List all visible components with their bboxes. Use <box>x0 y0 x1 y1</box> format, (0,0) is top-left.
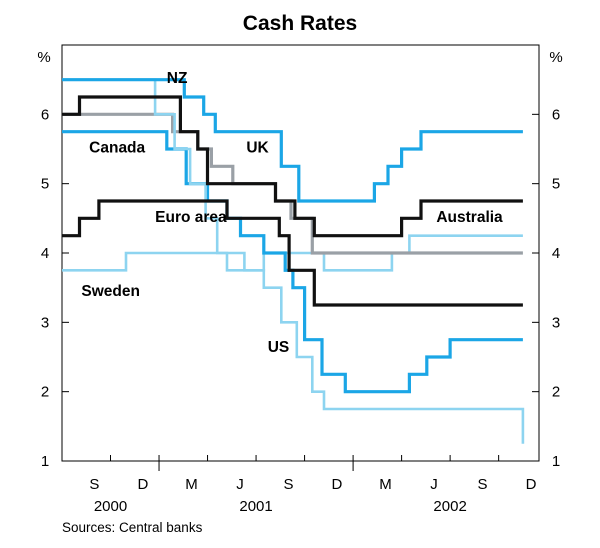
year-label: 2001 <box>239 498 272 515</box>
label-sweden: Sweden <box>81 283 140 300</box>
x-tick-label: D <box>526 476 537 493</box>
y-tick-label-right: 6 <box>552 106 560 123</box>
x-tick-label: J <box>236 476 244 493</box>
y-tick-label-left: 3 <box>41 314 49 331</box>
series-line-euro-area <box>62 199 523 307</box>
y-tick-label-left: 6 <box>41 106 49 123</box>
series-line-uk <box>62 112 523 255</box>
x-tick-label: D <box>138 476 149 493</box>
series-line-us <box>62 78 525 444</box>
x-tick-label: M <box>185 476 198 493</box>
y-tick-label-left: 1 <box>41 453 49 470</box>
y-tick-label-left: 4 <box>41 245 49 262</box>
series-line-nz <box>62 78 523 203</box>
year-label: 2000 <box>94 498 127 515</box>
x-tick-label: J <box>430 476 438 493</box>
series-line-canada <box>62 130 523 394</box>
y-tick-label-right: 3 <box>552 314 560 331</box>
label-uk: UK <box>246 139 269 156</box>
x-tick-label: S <box>89 476 99 493</box>
label-canada: Canada <box>89 139 145 156</box>
y-unit-left: % <box>37 49 50 66</box>
year-label: 2002 <box>433 498 466 515</box>
series-labels: NZ UK Canada Euro area Australia Sweden US <box>81 70 503 356</box>
series-lines <box>62 78 525 444</box>
source-note: Sources: Central banks <box>62 520 203 535</box>
y-unit-right: % <box>549 49 562 66</box>
x-tick-label: M <box>379 476 392 493</box>
label-euro-area: Euro area <box>155 209 227 226</box>
y-tick-label-left: 5 <box>41 176 49 193</box>
y-tick-label-right: 4 <box>552 245 560 262</box>
y-tick-label-right: 2 <box>552 384 560 401</box>
x-tick-label: S <box>478 476 488 493</box>
chart-title: Cash Rates <box>243 12 357 35</box>
label-nz: NZ <box>167 70 188 87</box>
series-line-australia <box>62 95 523 238</box>
y-tick-label-left: 2 <box>41 384 49 401</box>
axis-ticks: 1 1 2 2 3 3 4 4 5 5 6 6 S D M J S D M J S D 2000 2001 2002 <box>41 106 560 515</box>
label-australia: Australia <box>436 209 503 226</box>
y-tick-label-right: 1 <box>552 453 560 470</box>
label-us: US <box>268 339 290 356</box>
x-tick-label: S <box>283 476 293 493</box>
y-tick-label-right: 5 <box>552 176 560 193</box>
x-tick-label: D <box>332 476 343 493</box>
